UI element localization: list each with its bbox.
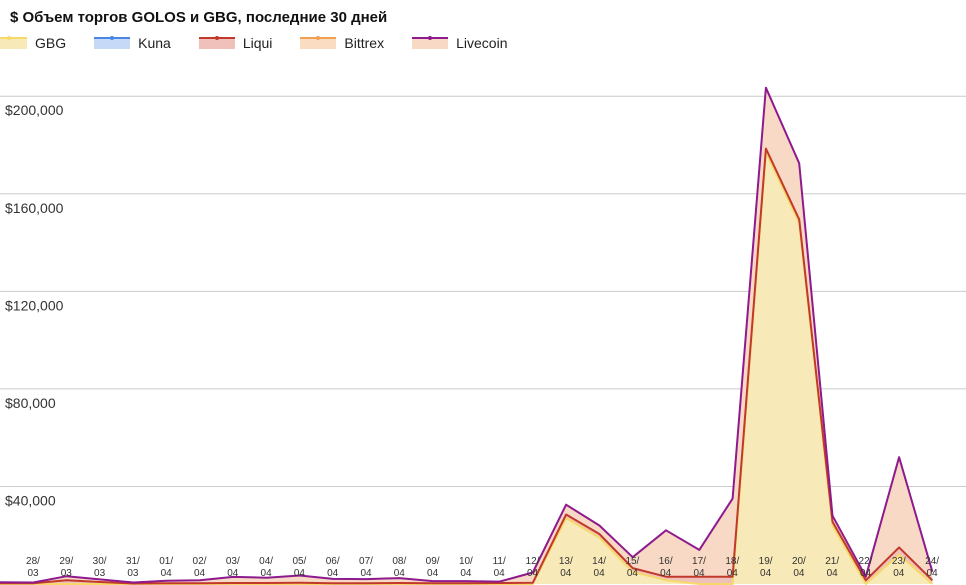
legend-item-liqui[interactable]: Liqui (198, 35, 273, 51)
x-tick-label: 11/04 (493, 556, 506, 579)
legend-item-gbg[interactable]: GBG (0, 35, 66, 51)
y-tick-label: $120,000 (5, 297, 64, 313)
legend-item-bittrex[interactable]: Bittrex (300, 35, 384, 51)
x-tick-label: 03/04 (226, 556, 240, 579)
legend-label-gbg: GBG (35, 35, 67, 51)
x-tick-label: 23/04 (892, 556, 906, 579)
x-tick-label: 21/04 (825, 556, 839, 579)
x-tick-label: 12/04 (526, 556, 540, 579)
legend-swatch-livecoin (412, 36, 449, 49)
x-tick-label: 16/04 (659, 556, 673, 579)
x-tick-label: 29/03 (59, 556, 73, 579)
x-tick-label: 10/04 (459, 556, 473, 579)
y-tick-label: $40,000 (5, 492, 56, 508)
x-tick-label: 22/04 (859, 556, 873, 579)
x-tick-label: 09/04 (426, 556, 440, 579)
y-tick-label: $160,000 (5, 200, 64, 216)
x-tick-label: 06/04 (326, 556, 340, 579)
x-tick-label: 19/04 (759, 556, 773, 579)
legend-swatch-gbg (0, 36, 27, 49)
x-tick-label: 14/04 (592, 556, 606, 579)
x-tick-label: 07/04 (359, 556, 373, 579)
x-tick-label: 08/04 (392, 556, 406, 579)
x-tick-label: 13/04 (559, 556, 573, 579)
series-line-liqui[interactable] (0, 147, 934, 585)
legend-item-livecoin[interactable]: Livecoin (412, 35, 507, 51)
legend-swatch-kuna (94, 36, 131, 49)
x-tick-label: 20/04 (792, 556, 806, 579)
chart-title: $ Объем торгов GOLOS и GBG, последние 30… (10, 9, 388, 26)
y-tick-label: $80,000 (5, 395, 56, 411)
x-tick-label: 02/04 (193, 556, 207, 579)
y-tick-label: $200,000 (5, 102, 64, 118)
x-tick-label: 05/04 (292, 556, 306, 579)
legend-item-kuna[interactable]: Kuna (94, 35, 171, 51)
x-tick-label: 17/04 (692, 556, 706, 579)
legend-label-liqui: Liqui (242, 35, 273, 51)
legend-label-kuna: Kuna (138, 35, 171, 51)
legend-label-livecoin: Livecoin (456, 35, 508, 51)
x-tick-label: 28/03 (26, 556, 40, 579)
series-line-livecoin[interactable] (0, 86, 934, 584)
x-tick-label: 24/04 (925, 556, 939, 579)
x-tick-label: 01/04 (159, 556, 173, 579)
x-tick-label: 31/03 (126, 556, 140, 579)
legend-label-bittrex: Bittrex (344, 35, 385, 51)
x-tick-label: 15/04 (625, 556, 639, 579)
legend-swatch-liqui (198, 36, 235, 49)
x-tick-label: 04/04 (259, 556, 273, 579)
legend: GBG Kuna Liqui Bittrex Livecoin (0, 34, 535, 52)
x-tick-label: 18/04 (725, 556, 739, 579)
area-gbg (0, 152, 933, 585)
x-tick-label: 30/03 (93, 556, 107, 579)
legend-swatch-bittrex (300, 36, 337, 49)
